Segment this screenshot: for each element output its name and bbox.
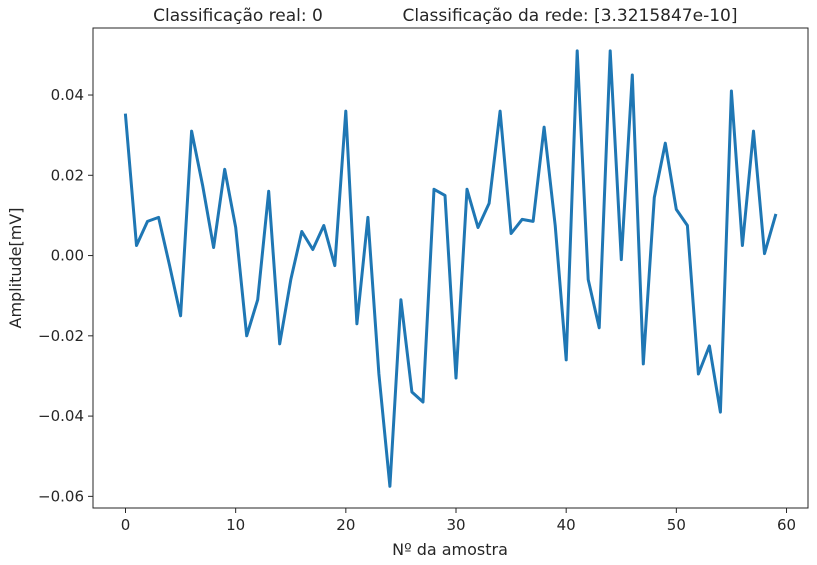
data-point bbox=[322, 224, 325, 227]
data-point bbox=[201, 184, 204, 187]
data-point bbox=[366, 216, 369, 219]
data-point bbox=[565, 358, 568, 361]
data-point bbox=[466, 188, 469, 191]
data-point bbox=[774, 214, 777, 217]
data-point bbox=[686, 224, 689, 227]
data-point bbox=[267, 190, 270, 193]
data-point bbox=[455, 377, 458, 380]
data-point bbox=[532, 220, 535, 223]
data-point bbox=[675, 208, 678, 211]
data-point bbox=[598, 326, 601, 329]
data-point bbox=[388, 485, 391, 488]
x-tick-label: 30 bbox=[446, 516, 465, 534]
data-point bbox=[278, 342, 281, 345]
y-axis-label: Amplitude[mV] bbox=[6, 207, 25, 328]
y-tick-label: 0.04 bbox=[51, 86, 84, 104]
data-point bbox=[653, 196, 656, 199]
data-point bbox=[157, 216, 160, 219]
data-point bbox=[444, 194, 447, 197]
series-layer bbox=[123, 49, 778, 488]
data-point bbox=[311, 248, 314, 251]
data-point bbox=[124, 114, 127, 117]
data-point bbox=[223, 168, 226, 171]
x-tick-label: 10 bbox=[226, 516, 245, 534]
y-tick-label: −0.06 bbox=[38, 487, 84, 505]
x-tick-label: 60 bbox=[777, 516, 796, 534]
y-tick-label: −0.04 bbox=[38, 407, 84, 425]
data-point bbox=[631, 74, 634, 77]
data-point bbox=[135, 244, 138, 247]
data-point bbox=[410, 391, 413, 394]
data-point bbox=[763, 252, 766, 255]
data-point bbox=[576, 49, 579, 52]
data-point bbox=[620, 258, 623, 261]
data-point bbox=[642, 362, 645, 365]
data-point bbox=[719, 411, 722, 414]
data-point bbox=[697, 373, 700, 376]
data-point bbox=[146, 220, 149, 223]
data-point bbox=[355, 322, 358, 325]
data-point bbox=[190, 130, 193, 133]
data-point bbox=[477, 226, 480, 229]
data-point bbox=[289, 278, 292, 281]
plot-frame bbox=[92, 27, 809, 509]
x-tick-label: 20 bbox=[336, 516, 355, 534]
x-tick-label: 40 bbox=[557, 516, 576, 534]
data-point bbox=[212, 246, 215, 249]
data-point bbox=[300, 230, 303, 233]
data-point bbox=[510, 232, 513, 235]
x-tick-label: 50 bbox=[667, 516, 686, 534]
data-point bbox=[234, 226, 237, 229]
series-line bbox=[123, 49, 778, 488]
data-point bbox=[245, 334, 248, 337]
y-tick-label: −0.02 bbox=[38, 327, 84, 345]
data-point bbox=[333, 264, 336, 267]
tick-labels: 0 10 20 30 40 50 60 −0.06 −0.04 −0.02 0.00 0.02 0.04 bbox=[38, 86, 796, 534]
data-point bbox=[422, 401, 425, 404]
data-point bbox=[587, 278, 590, 281]
y-tick-label: 0.02 bbox=[51, 166, 84, 184]
data-point bbox=[730, 90, 733, 93]
data-point bbox=[168, 264, 171, 267]
data-point bbox=[554, 224, 557, 227]
x-axis-label: Nº da amostra bbox=[392, 540, 508, 559]
data-point bbox=[344, 110, 347, 113]
data-point bbox=[488, 202, 491, 205]
y-tick-label: 0.00 bbox=[51, 247, 84, 265]
chart-title-left: Classificação real: 0 bbox=[153, 6, 323, 26]
data-point bbox=[377, 373, 380, 376]
data-point bbox=[664, 142, 667, 145]
data-point bbox=[752, 130, 755, 133]
data-point bbox=[256, 298, 259, 301]
chart-title-right: Classificação da rede: [3.3215847e-10] bbox=[403, 6, 738, 26]
data-point bbox=[499, 110, 502, 113]
data-point bbox=[741, 244, 744, 247]
data-point bbox=[708, 344, 711, 347]
data-point bbox=[609, 49, 612, 52]
data-point bbox=[179, 314, 182, 317]
data-point bbox=[433, 188, 436, 191]
axis-ticks bbox=[88, 94, 788, 513]
data-point bbox=[521, 218, 524, 221]
data-point bbox=[543, 126, 546, 129]
x-tick-label: 0 bbox=[121, 516, 131, 534]
data-point bbox=[399, 298, 402, 301]
